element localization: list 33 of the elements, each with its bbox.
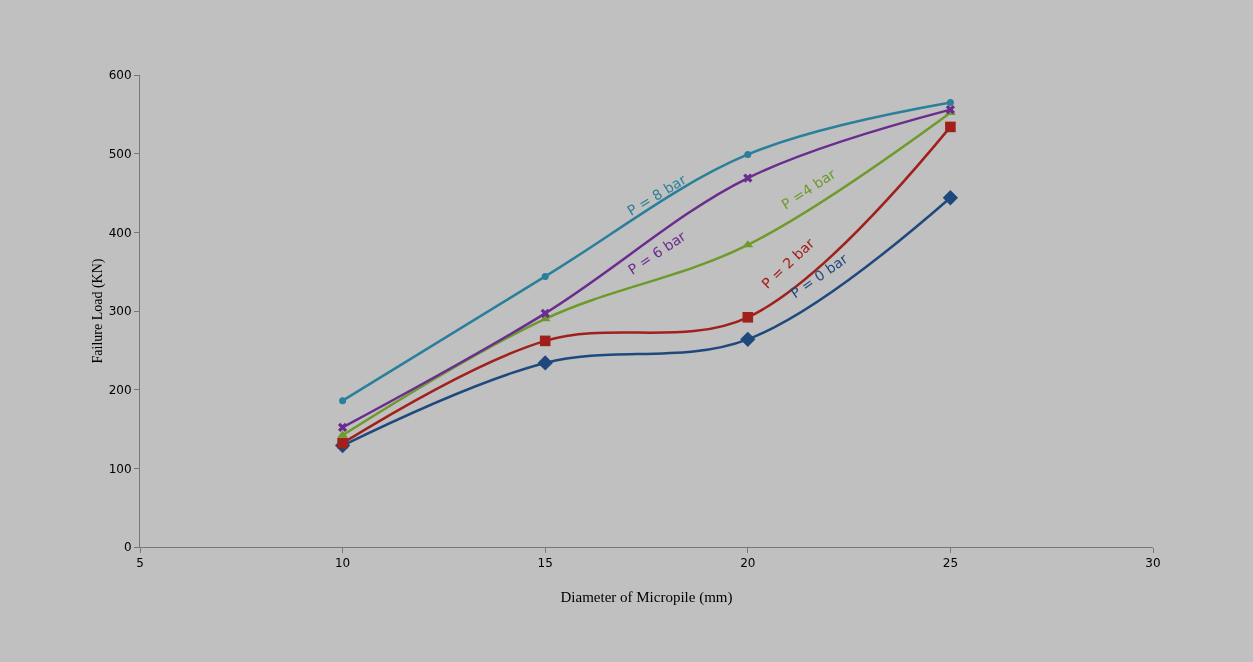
point xyxy=(540,308,550,318)
x-axis-title: Diameter of Micropile (mm) xyxy=(560,589,733,606)
point xyxy=(743,173,753,183)
y-tick-label: 300 xyxy=(108,304,132,319)
point xyxy=(742,311,754,323)
y-axis-title: Failure Load (KN) xyxy=(90,258,106,364)
text: P =4 bar xyxy=(778,165,839,213)
point xyxy=(537,355,553,371)
point xyxy=(744,150,752,158)
point xyxy=(740,331,756,347)
x-tick-label: 10 xyxy=(334,556,351,571)
point xyxy=(339,397,347,405)
text: P = 6 bar xyxy=(625,227,689,278)
y-tick-label: 100 xyxy=(108,461,132,476)
point xyxy=(541,272,549,280)
point xyxy=(946,99,954,107)
x-tick-label: 5 xyxy=(136,556,144,571)
y-tick-label: 400 xyxy=(108,225,132,240)
point xyxy=(539,335,551,347)
point xyxy=(945,121,956,133)
y-tick-label: 500 xyxy=(108,146,132,161)
y-tick-label: 200 xyxy=(108,382,132,397)
text: P = 8 bar xyxy=(624,171,690,219)
x-tick-label: 20 xyxy=(740,556,756,571)
point xyxy=(337,422,348,433)
x-tick-label: 30 xyxy=(1145,556,1161,571)
y-tick-label: 600 xyxy=(108,68,132,83)
x-tick-label: 15 xyxy=(537,556,553,571)
y-tick-label: 0 xyxy=(123,540,132,555)
x-tick-label: 25 xyxy=(942,556,959,571)
point xyxy=(337,437,348,449)
point xyxy=(945,104,956,115)
point xyxy=(942,190,959,206)
